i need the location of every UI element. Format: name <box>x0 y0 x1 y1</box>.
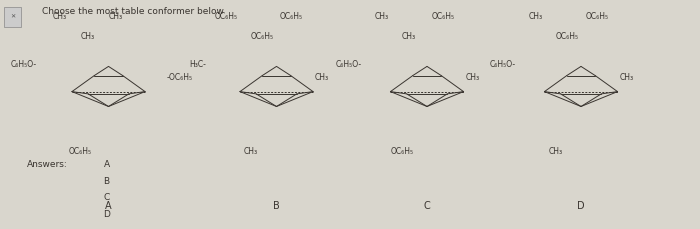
Text: CH₃: CH₃ <box>80 32 94 41</box>
Text: CH₃: CH₃ <box>375 11 389 21</box>
Text: OC₆H₅: OC₆H₅ <box>69 147 92 156</box>
Text: C: C <box>104 193 110 202</box>
Text: B: B <box>273 201 280 211</box>
Text: A: A <box>105 201 112 211</box>
Text: OC₆H₅: OC₆H₅ <box>215 11 238 21</box>
Text: Answers:: Answers: <box>27 160 67 169</box>
Text: Choose the most table conformer below: Choose the most table conformer below <box>42 7 224 16</box>
Text: ✕: ✕ <box>10 15 15 20</box>
Text: CH₃: CH₃ <box>466 73 480 82</box>
Text: C₆H₅O-: C₆H₅O- <box>10 60 36 69</box>
Text: OC₆H₅: OC₆H₅ <box>390 147 414 156</box>
Text: -OC₆H₅: -OC₆H₅ <box>167 73 193 82</box>
Text: C₆H₅O-: C₆H₅O- <box>490 60 516 69</box>
Text: A: A <box>104 160 110 169</box>
Text: CH₃: CH₃ <box>529 11 543 21</box>
Text: OC₆H₅: OC₆H₅ <box>556 32 579 41</box>
Text: D: D <box>104 210 111 219</box>
Text: C: C <box>424 201 430 211</box>
Text: CH₃: CH₃ <box>549 147 563 156</box>
Text: CH₃: CH₃ <box>108 11 122 21</box>
Text: CH₃: CH₃ <box>52 11 66 21</box>
Text: H₃C-: H₃C- <box>189 60 206 69</box>
Text: CH₃: CH₃ <box>620 73 634 82</box>
Text: OC₆H₅: OC₆H₅ <box>280 11 303 21</box>
Text: OC₆H₅: OC₆H₅ <box>585 11 608 21</box>
FancyBboxPatch shape <box>4 7 21 27</box>
Text: C₆H₅O-: C₆H₅O- <box>336 60 362 69</box>
Text: CH₃: CH₃ <box>244 147 258 156</box>
Text: CH₃: CH₃ <box>315 73 329 82</box>
Text: B: B <box>104 177 110 186</box>
Text: OC₆H₅: OC₆H₅ <box>251 32 274 41</box>
Text: CH₃: CH₃ <box>402 32 416 41</box>
Text: OC₆H₅: OC₆H₅ <box>431 11 454 21</box>
Text: D: D <box>578 201 584 211</box>
